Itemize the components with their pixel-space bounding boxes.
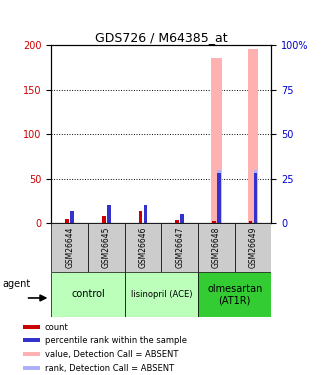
Text: percentile rank within the sample: percentile rank within the sample <box>45 336 187 345</box>
Text: count: count <box>45 323 69 332</box>
Bar <box>198 272 271 317</box>
Bar <box>249 221 252 223</box>
Bar <box>254 170 258 223</box>
Bar <box>248 49 258 223</box>
Text: GSM26646: GSM26646 <box>138 227 148 268</box>
Bar <box>125 272 198 317</box>
Bar <box>23 366 40 370</box>
Bar <box>217 173 221 223</box>
Bar <box>144 206 147 223</box>
Bar <box>180 214 184 223</box>
Bar <box>51 272 125 317</box>
Text: rank, Detection Call = ABSENT: rank, Detection Call = ABSENT <box>45 363 174 372</box>
Text: value, Detection Call = ABSENT: value, Detection Call = ABSENT <box>45 350 178 358</box>
Text: GSM26649: GSM26649 <box>249 227 258 268</box>
Text: lisinopril (ACE): lisinopril (ACE) <box>131 290 192 299</box>
Text: control: control <box>71 290 105 299</box>
Bar <box>65 219 69 223</box>
Title: GDS726 / M64385_at: GDS726 / M64385_at <box>95 31 228 44</box>
Bar <box>211 58 221 223</box>
Bar <box>51 223 88 272</box>
Bar <box>139 211 142 223</box>
Bar <box>212 221 216 223</box>
Bar <box>175 220 179 223</box>
Bar <box>235 223 271 272</box>
Bar <box>107 206 111 223</box>
Bar <box>23 352 40 356</box>
Text: agent: agent <box>3 279 31 290</box>
Bar <box>23 338 40 342</box>
Bar <box>71 211 74 223</box>
Text: olmesartan
(AT1R): olmesartan (AT1R) <box>207 284 262 305</box>
Bar <box>88 223 125 272</box>
Text: GSM26644: GSM26644 <box>65 227 74 268</box>
Bar <box>161 223 198 272</box>
Bar <box>125 223 161 272</box>
Bar <box>23 325 40 329</box>
Bar <box>198 223 235 272</box>
Text: GSM26645: GSM26645 <box>102 227 111 268</box>
Bar <box>102 216 106 223</box>
Bar <box>217 170 221 223</box>
Text: GSM26647: GSM26647 <box>175 227 184 268</box>
Text: GSM26648: GSM26648 <box>212 227 221 268</box>
Bar <box>254 173 258 223</box>
